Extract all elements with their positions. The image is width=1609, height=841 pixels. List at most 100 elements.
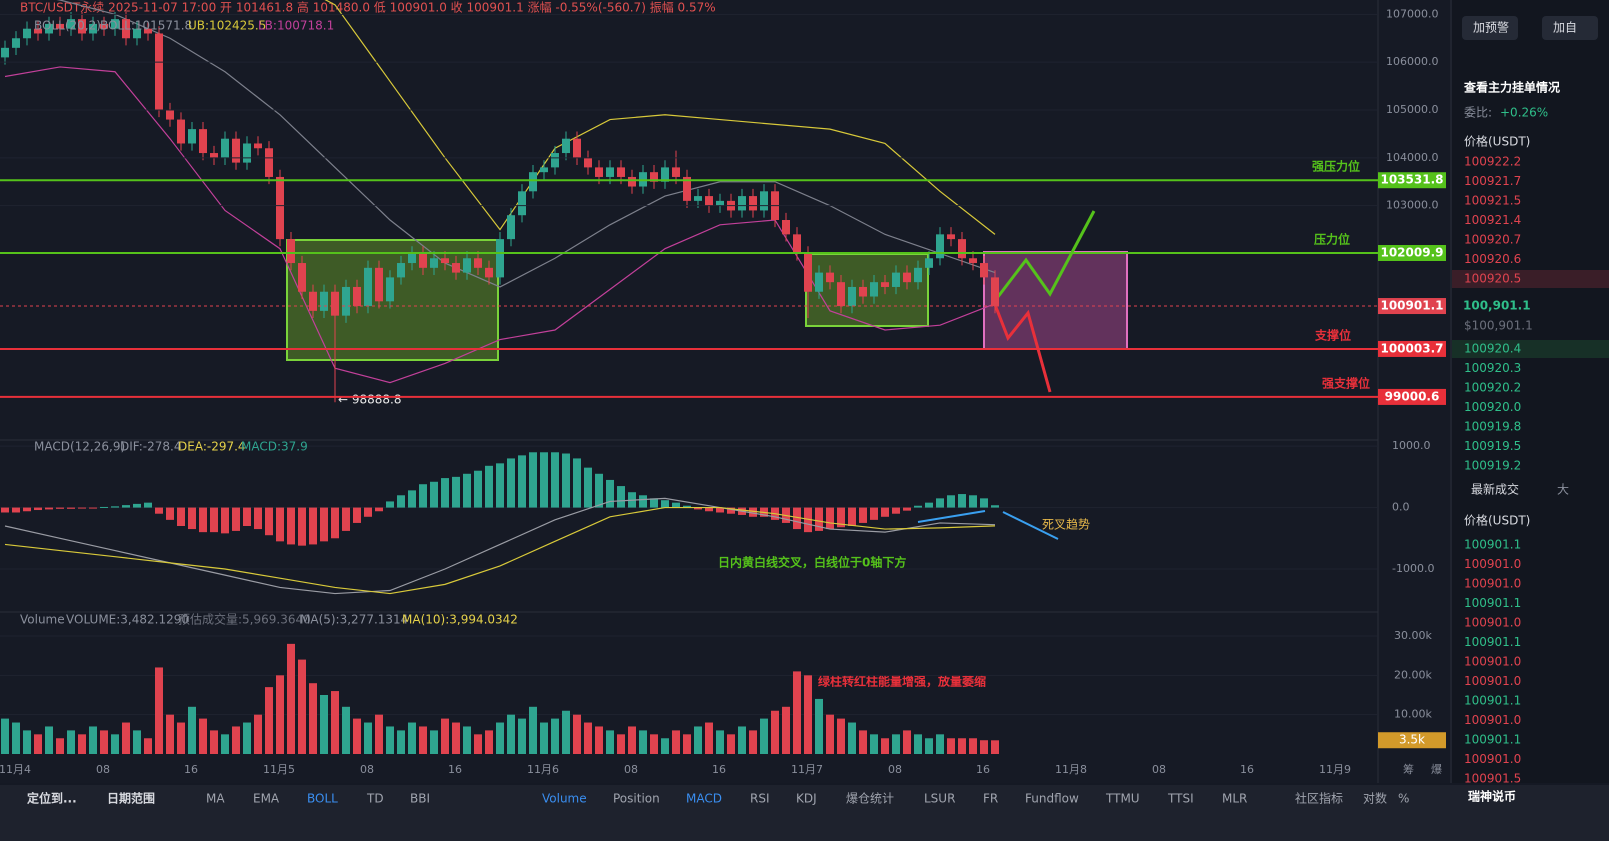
toolbar-item[interactable]: %: [1398, 792, 1409, 806]
toolbar-item[interactable]: EMA: [253, 792, 280, 806]
macd-bar: [210, 507, 218, 533]
candle-body: [848, 286, 856, 307]
candle-body: [826, 272, 834, 283]
volume-bar: [925, 738, 933, 754]
y-tick-label: 104000.0: [1386, 151, 1439, 164]
candle-body: [397, 263, 405, 278]
x-tick-label: 08: [96, 763, 110, 776]
y-tick-label: -1000.0: [1392, 562, 1434, 575]
x-tick-label: 08: [888, 763, 902, 776]
macd-bar: [595, 473, 603, 508]
symbol-line: BTC/USDT永续 2025-11-07 17:00 开 101461.8 高…: [20, 0, 716, 15]
macd-bar: [78, 507, 86, 509]
volume-bar: [133, 730, 141, 754]
macd-bar: [221, 507, 229, 534]
candle-body: [661, 167, 669, 182]
macd-bar: [45, 507, 53, 510]
macd-bar: [122, 505, 130, 508]
price-header: 价格(USDT): [1464, 134, 1530, 149]
macd-bar: [188, 507, 196, 530]
macd-bar: [936, 498, 944, 508]
toolbar-item[interactable]: TTMU: [1105, 792, 1140, 806]
volume-bar: [111, 734, 119, 754]
y-tick-label: 30.00k: [1394, 629, 1432, 642]
toolbar-item[interactable]: 社区指标: [1295, 791, 1343, 806]
macd-bar: [837, 507, 845, 528]
volume-bar: [12, 722, 20, 754]
volume-legend: MA(10):3,994.0342: [402, 613, 518, 627]
toolbar-item[interactable]: TTSI: [1167, 792, 1194, 806]
toolbar-item[interactable]: MA: [206, 792, 225, 806]
candle-body: [419, 253, 427, 268]
macd-bar: [265, 507, 273, 536]
x-tick-label: 16: [448, 763, 462, 776]
toolbar-item[interactable]: KDJ: [796, 792, 817, 806]
candle-body: [870, 282, 878, 297]
panel-button-label[interactable]: 加自: [1553, 21, 1577, 35]
volume-bar: [562, 710, 570, 754]
annotation: 死叉趋势: [1042, 518, 1090, 532]
panel-button[interactable]: [1542, 16, 1598, 40]
panel-button[interactable]: [1462, 16, 1518, 40]
candle-body: [496, 239, 504, 278]
candle-body: [133, 28, 141, 39]
trade-price: 100901.1: [1464, 538, 1521, 552]
toolbar-item[interactable]: 对数: [1363, 791, 1387, 806]
volume-bar: [441, 718, 449, 754]
volume-bar: [320, 694, 328, 754]
toolbar-item[interactable]: MLR: [1222, 792, 1247, 806]
row-highlight: [1452, 340, 1609, 358]
x-tick-label: 08: [360, 763, 374, 776]
macd-line: [4, 506, 996, 595]
volume-legend: Volume: [20, 613, 65, 627]
macd-bar: [364, 507, 372, 517]
toolbar-button[interactable]: 日期范围: [107, 791, 155, 806]
boll-legend: BOLL:101571.8: [100, 19, 192, 33]
candle-body: [210, 153, 218, 158]
macd-bar: [716, 507, 724, 513]
toolbar-item[interactable]: Volume: [542, 792, 587, 806]
volume-bar: [419, 726, 427, 754]
macd-bar: [397, 495, 405, 508]
volume-bar: [507, 714, 515, 754]
volume-bar: [749, 730, 757, 754]
toolbar-item[interactable]: BOLL: [307, 792, 338, 806]
toolbar-item[interactable]: BBI: [410, 792, 430, 806]
candle-body: [56, 23, 64, 29]
macd-bar: [694, 507, 702, 510]
volume-bar: [804, 675, 812, 754]
volume-bar: [650, 734, 658, 754]
bid-price: 100919.5: [1464, 439, 1521, 453]
ask-price: 100921.5: [1464, 194, 1521, 208]
macd-bar: [859, 507, 867, 523]
toolbar-button[interactable]: 定位到...: [27, 791, 77, 806]
toolbar-item[interactable]: 爆仓统计: [846, 792, 894, 806]
toolbar-item[interactable]: RSI: [750, 792, 770, 806]
row-highlight: [1452, 270, 1609, 288]
volume-bar: [188, 706, 196, 754]
macd-bar: [243, 507, 251, 526]
macd-bar: [133, 503, 141, 508]
x-tick-label: 11月7: [791, 763, 823, 776]
macd-bar: [529, 452, 537, 508]
candle-body: [859, 286, 867, 297]
toolbar-item[interactable]: Fundflow: [1025, 792, 1079, 806]
candle-body: [518, 191, 526, 216]
volume-bar: [309, 683, 317, 754]
toolbar-item[interactable]: MACD: [686, 792, 722, 806]
volume-bar: [859, 730, 867, 754]
toolbar-item[interactable]: Position: [613, 792, 660, 806]
candle-body: [760, 191, 768, 211]
price-badge-label: 100003.7: [1380, 341, 1443, 355]
x-tick-label: 16: [184, 763, 198, 776]
macd-bar: [342, 507, 350, 531]
candle-body: [166, 110, 174, 120]
candle-body: [430, 258, 438, 268]
toolbar-item[interactable]: FR: [983, 792, 998, 806]
toolbar-bg: [0, 785, 1609, 841]
volume-bar: [254, 714, 262, 754]
panel-button-label[interactable]: 加预警: [1473, 20, 1509, 35]
toolbar-item[interactable]: TD: [366, 792, 384, 806]
toolbar-item[interactable]: LSUR: [924, 792, 955, 806]
